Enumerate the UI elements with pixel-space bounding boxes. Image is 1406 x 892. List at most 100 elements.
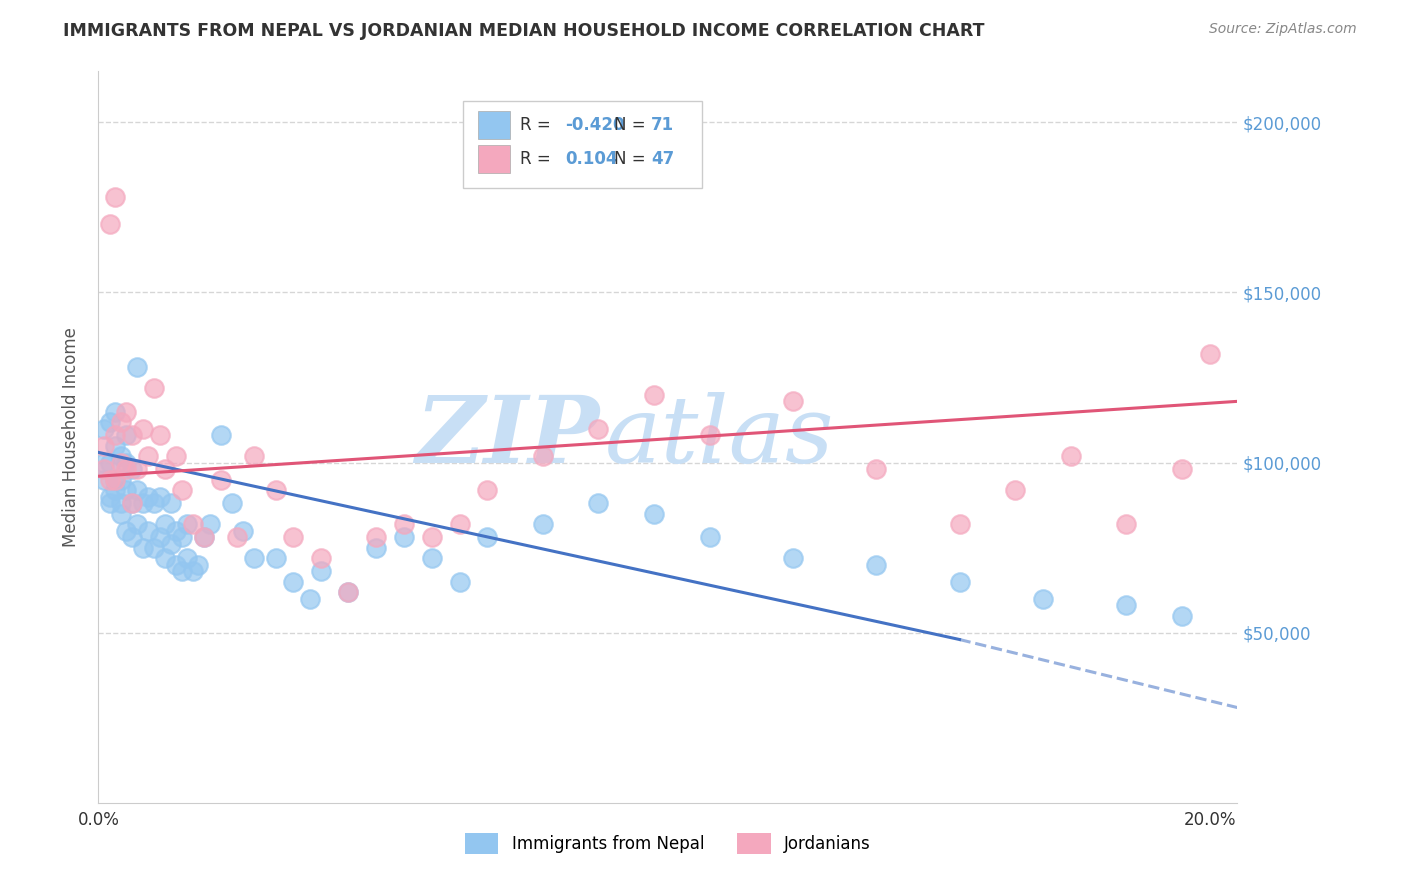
Point: [115, 524, 138, 538]
Point: [115, 428, 138, 442]
Text: ZIP: ZIP: [415, 392, 599, 482]
Text: 71: 71: [651, 116, 673, 134]
Point: [110, 496, 132, 510]
Point: [449, 574, 471, 589]
Point: [127, 462, 149, 476]
Point: [153, 516, 176, 531]
Point: [153, 550, 176, 565]
Point: [181, 516, 204, 531]
Point: [588, 496, 610, 510]
Point: [243, 449, 266, 463]
Point: [209, 428, 232, 442]
Point: [121, 462, 143, 476]
Point: [948, 574, 970, 589]
Point: [337, 585, 360, 599]
Point: [98, 218, 121, 232]
Point: [1059, 449, 1081, 463]
Point: [138, 449, 160, 463]
Point: [264, 483, 287, 497]
Point: [588, 421, 610, 435]
Point: [110, 415, 132, 429]
Point: [110, 507, 132, 521]
Point: [104, 428, 127, 442]
Point: [366, 531, 388, 545]
Point: [165, 524, 187, 538]
Point: [93, 462, 115, 476]
Point: [104, 190, 127, 204]
Point: [699, 531, 721, 545]
Point: [531, 449, 554, 463]
Point: [104, 483, 127, 497]
Point: [337, 585, 360, 599]
Point: [392, 531, 415, 545]
Point: [148, 490, 170, 504]
Point: [187, 558, 209, 572]
Point: [104, 404, 127, 418]
Point: [98, 415, 121, 429]
Point: [531, 516, 554, 531]
Point: [181, 565, 204, 579]
Point: [115, 456, 138, 470]
Point: [143, 381, 166, 395]
Point: [170, 483, 193, 497]
Text: R =: R =: [520, 116, 555, 134]
Y-axis label: Median Household Income: Median Household Income: [62, 327, 80, 547]
Point: [948, 516, 970, 531]
Point: [865, 558, 887, 572]
Text: R =: R =: [520, 150, 555, 168]
Point: [121, 496, 143, 510]
Text: Source: ZipAtlas.com: Source: ZipAtlas.com: [1209, 22, 1357, 37]
Point: [127, 360, 149, 375]
Point: [1032, 591, 1054, 606]
Point: [170, 565, 193, 579]
Point: [138, 524, 160, 538]
Point: [132, 541, 155, 555]
Point: [264, 550, 287, 565]
Point: [148, 428, 170, 442]
Point: [121, 531, 143, 545]
Point: [298, 591, 321, 606]
Text: N =: N =: [614, 150, 651, 168]
Point: [176, 550, 198, 565]
Point: [132, 421, 155, 435]
Point: [209, 473, 232, 487]
Point: [449, 516, 471, 531]
Point: [477, 483, 499, 497]
Point: [176, 516, 198, 531]
Point: [226, 531, 249, 545]
Point: [159, 537, 181, 551]
Point: [165, 449, 187, 463]
Point: [281, 531, 304, 545]
Point: [782, 550, 804, 565]
FancyBboxPatch shape: [478, 145, 509, 173]
Point: [143, 496, 166, 510]
Text: 0.104: 0.104: [565, 150, 617, 168]
Point: [477, 531, 499, 545]
Point: [420, 550, 443, 565]
Text: IMMIGRANTS FROM NEPAL VS JORDANIAN MEDIAN HOUSEHOLD INCOME CORRELATION CHART: IMMIGRANTS FROM NEPAL VS JORDANIAN MEDIA…: [63, 22, 984, 40]
Point: [138, 490, 160, 504]
Point: [121, 496, 143, 510]
Point: [198, 516, 221, 531]
Point: [1170, 462, 1192, 476]
Point: [132, 496, 155, 510]
Point: [93, 439, 115, 453]
Point: [159, 496, 181, 510]
Point: [153, 462, 176, 476]
Point: [221, 496, 243, 510]
Point: [1115, 599, 1137, 613]
Point: [243, 550, 266, 565]
Point: [309, 550, 332, 565]
Point: [104, 473, 127, 487]
Point: [93, 456, 115, 470]
Point: [98, 490, 121, 504]
Point: [1170, 608, 1192, 623]
Point: [366, 541, 388, 555]
Point: [148, 531, 170, 545]
Point: [143, 541, 166, 555]
Text: atlas: atlas: [605, 392, 835, 482]
Point: [309, 565, 332, 579]
Point: [104, 473, 127, 487]
Point: [165, 558, 187, 572]
Point: [127, 516, 149, 531]
